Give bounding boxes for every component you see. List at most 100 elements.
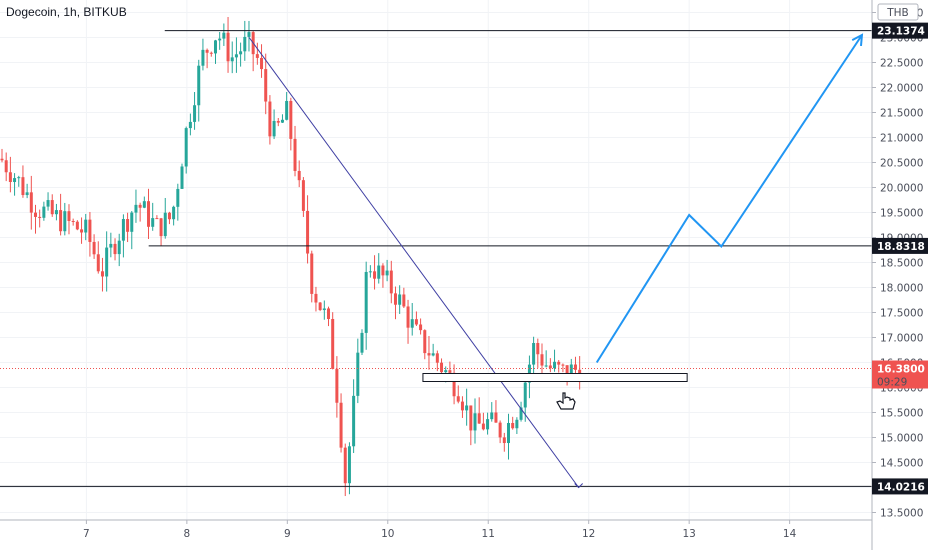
candle-body [92, 241, 96, 255]
time-tick-label: 11 [482, 528, 495, 540]
candle-body [544, 365, 548, 367]
candle-body [260, 57, 264, 70]
chart-grid [0, 0, 872, 520]
price-tick-label: 20.0000 [880, 183, 923, 195]
candle-body [280, 119, 284, 123]
candle-body [222, 32, 226, 39]
candle-body [486, 419, 490, 430]
candle-body [448, 370, 452, 373]
candle-body [435, 353, 439, 363]
candle-body [431, 353, 435, 356]
candle-body [381, 265, 385, 276]
candle-body [548, 365, 552, 369]
projection-arrowhead [851, 33, 864, 47]
candle-body [427, 353, 431, 356]
candle-body [322, 308, 326, 311]
candle-body [151, 218, 155, 227]
candle-body [373, 271, 377, 279]
candle-body [184, 128, 188, 167]
candle-body [523, 382, 527, 408]
price-tick-label: 22.0000 [880, 83, 923, 95]
candle-body [398, 294, 402, 305]
candle-body [276, 120, 280, 123]
candle-body [490, 412, 494, 420]
level-price-label [872, 478, 928, 495]
candle-body [105, 247, 109, 277]
candle-body [519, 407, 523, 420]
candle-body [272, 120, 276, 137]
current-price-countdown: 09:29 [877, 377, 907, 389]
candle-body [167, 212, 171, 220]
candle-body [515, 419, 519, 429]
candle-body [88, 219, 92, 242]
candle-body [67, 211, 71, 222]
price-tick-label: 18.0000 [880, 283, 923, 295]
candle-body [138, 204, 142, 208]
candle-body [54, 210, 58, 215]
candle-body [33, 212, 37, 217]
price-tick-label: 22.5000 [880, 58, 923, 70]
candle-body [289, 100, 293, 139]
candle-body [134, 204, 138, 213]
candle-body [38, 216, 42, 218]
candle-body [481, 423, 485, 430]
candle-body [213, 40, 217, 54]
candle-body [25, 192, 29, 196]
candle-body [113, 243, 117, 255]
time-tick-label: 9 [284, 528, 291, 540]
candle-body [440, 362, 444, 373]
price-tick-label: 18.5000 [880, 258, 923, 270]
candle-body [4, 160, 8, 173]
candle-body [130, 212, 134, 232]
candle-body [121, 219, 125, 241]
candle-body [339, 402, 343, 448]
candle-body [59, 210, 63, 232]
candle-body [201, 49, 205, 66]
candle-body [301, 180, 305, 211]
chart-title: Dogecoin, 1h, BITKUB [6, 5, 127, 19]
candle-body [96, 254, 100, 272]
price-tick-label: 17.5000 [880, 308, 923, 320]
candle-body [565, 365, 569, 378]
price-tick-label: 15.0000 [880, 433, 923, 445]
candle-body [84, 219, 88, 233]
candle-body [218, 38, 222, 41]
candle-body [477, 413, 481, 424]
candle-body [80, 229, 84, 233]
candle-body [385, 270, 389, 276]
candle-body [71, 221, 75, 223]
level-price-label-text: 23.1374 [877, 26, 925, 38]
candle-body [293, 138, 297, 171]
candle-body [230, 57, 234, 62]
price-tick-label: 13.5000 [880, 508, 923, 520]
candle-body [268, 101, 272, 137]
candle-body [573, 364, 577, 370]
candle-body [306, 210, 310, 254]
candle-body [176, 188, 180, 207]
chart-drawings[interactable] [0, 30, 872, 489]
candle-body [473, 413, 477, 431]
candle-body [465, 405, 469, 411]
candle-body [310, 253, 314, 294]
candle-body [0, 158, 4, 161]
candle-body [414, 319, 418, 325]
candle-body [147, 201, 151, 227]
projection-path [595, 34, 863, 364]
candle-body [553, 361, 557, 369]
level-price-label-text: 14.0216 [877, 481, 925, 493]
candle-body [532, 342, 536, 365]
candle-body [327, 308, 331, 319]
candle-body [29, 192, 33, 213]
candle-body [494, 412, 498, 423]
candle-body [506, 422, 510, 444]
hand-cursor-icon [556, 392, 576, 410]
price-tick-label: 21.5000 [880, 108, 923, 120]
candlestick-series [0, 16, 582, 497]
time-tick-label: 10 [381, 528, 394, 540]
candle-body [331, 318, 335, 369]
price-axis-background [872, 0, 932, 550]
price-tick-label: 15.5000 [880, 408, 923, 420]
trendline [248, 37, 580, 488]
